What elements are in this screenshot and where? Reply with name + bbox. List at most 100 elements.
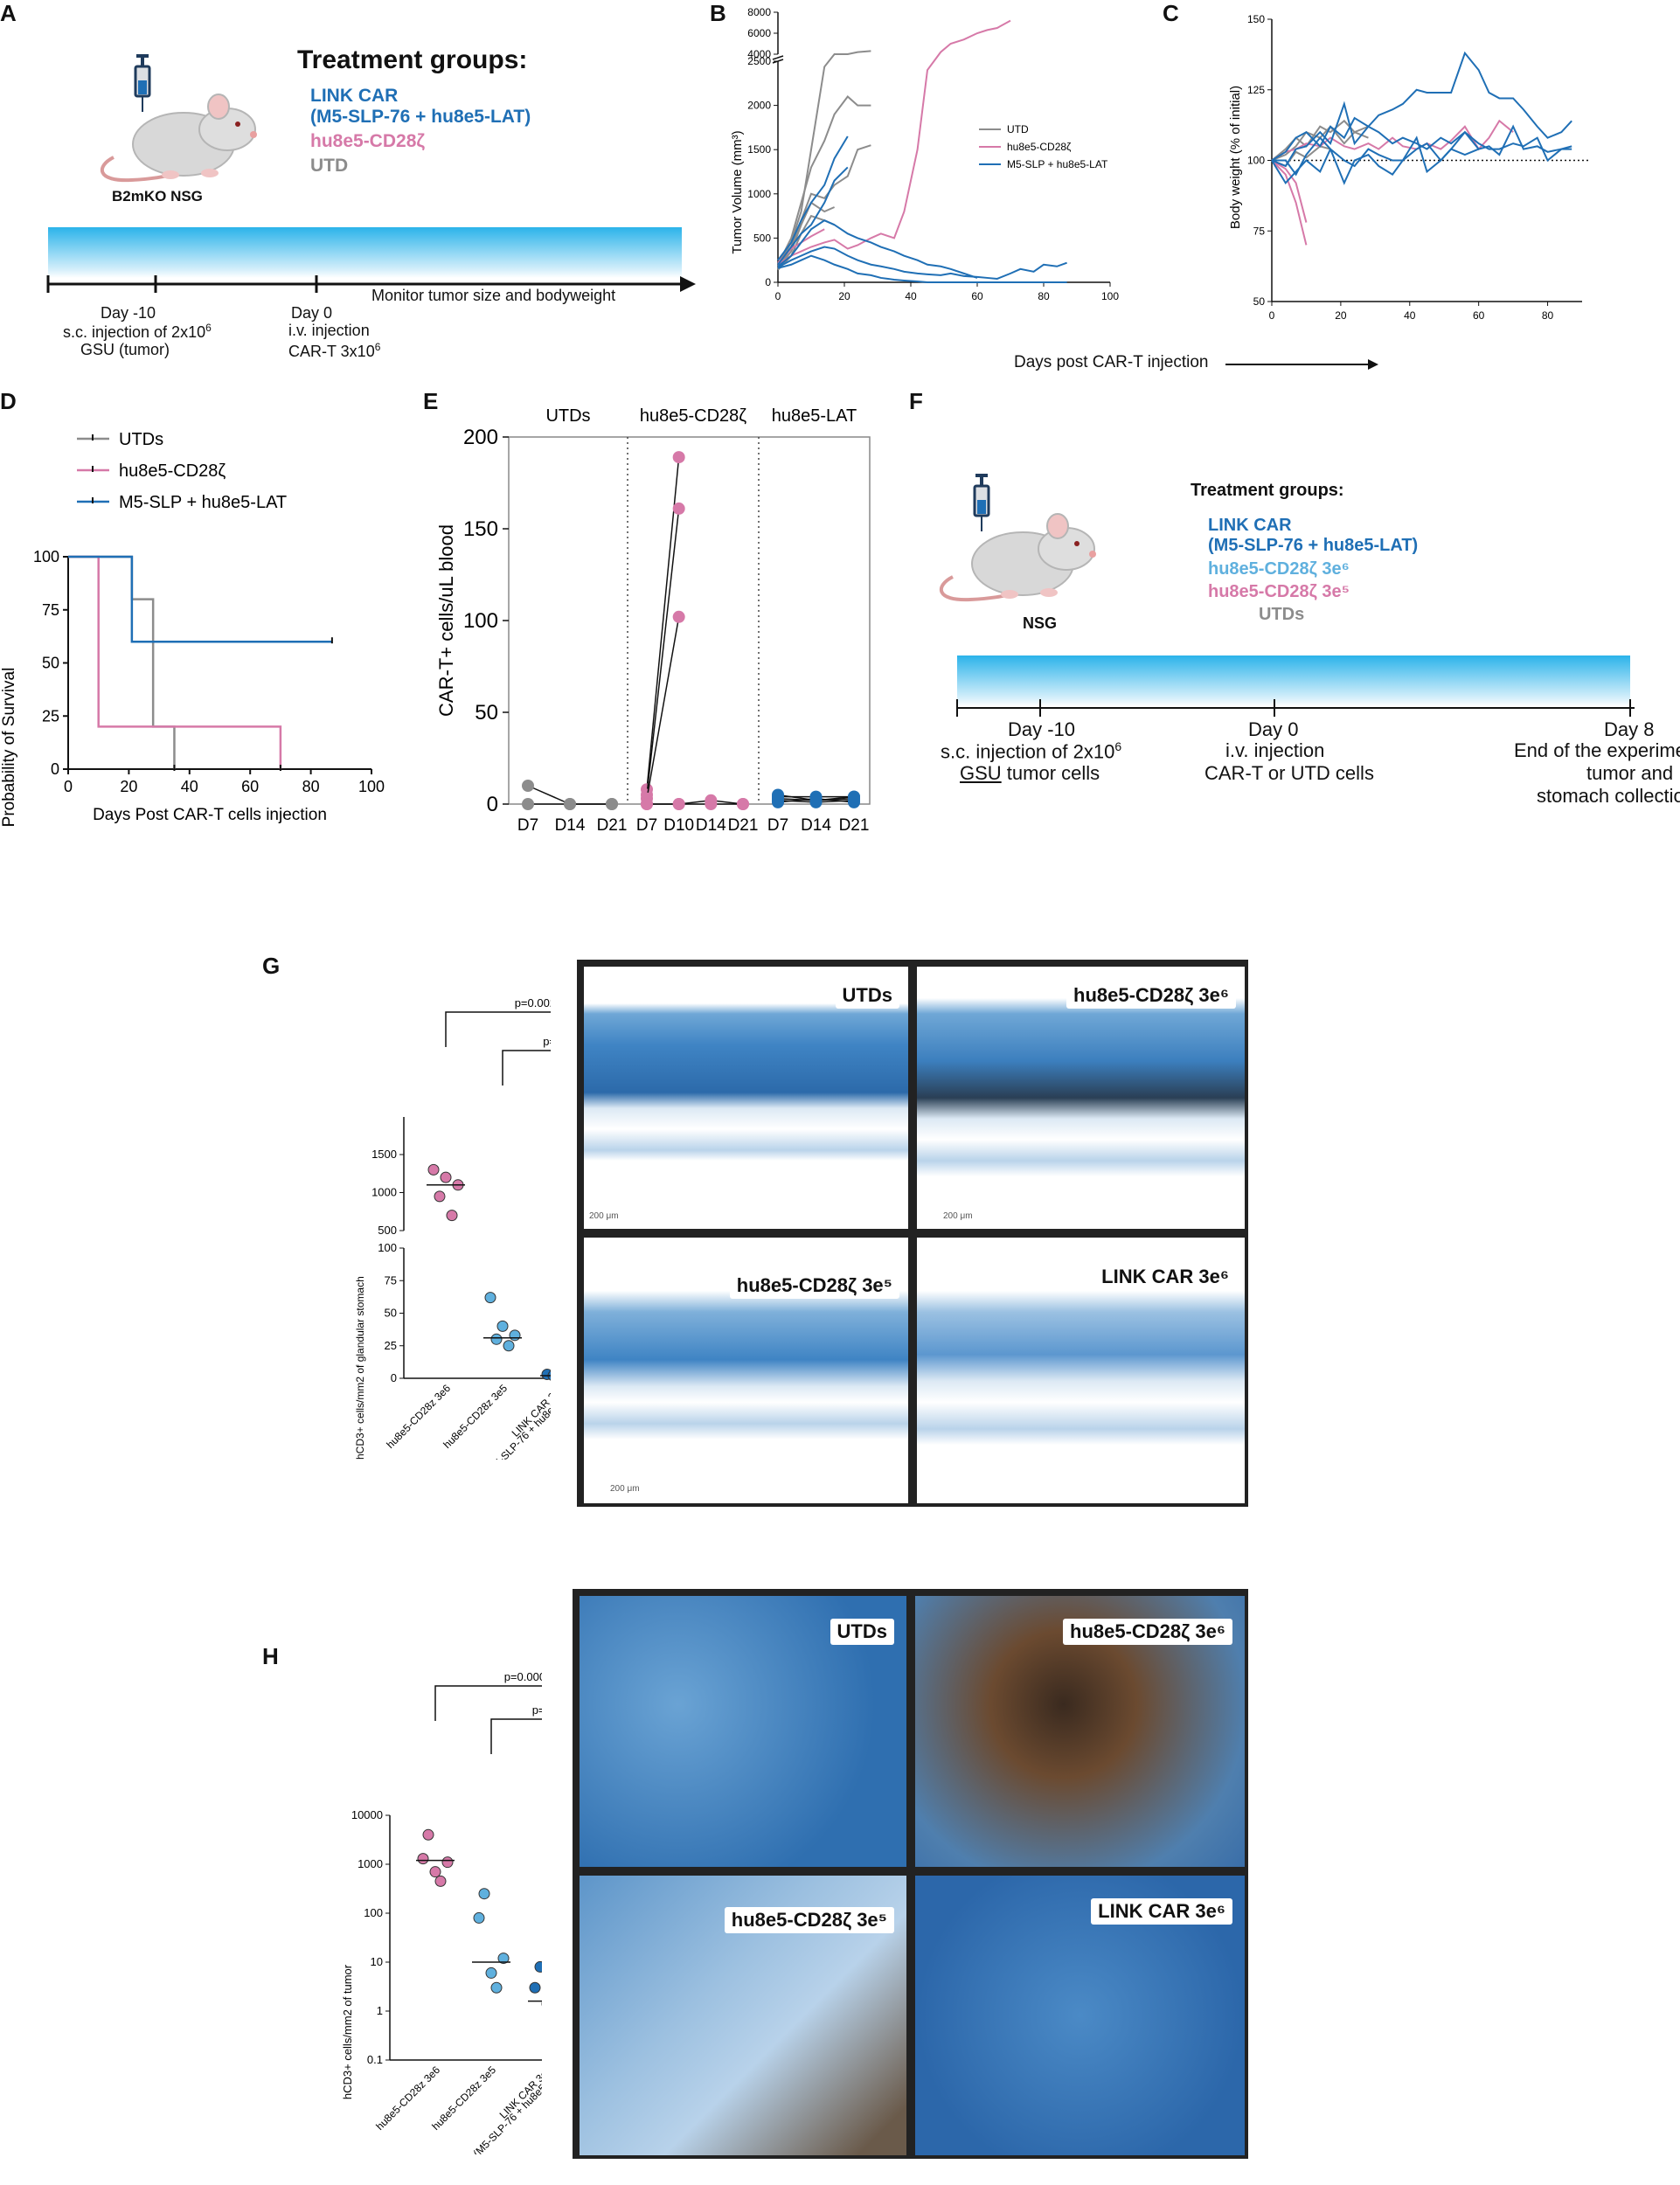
plot-frame	[508, 436, 871, 805]
y-tick-label: 1000	[747, 188, 771, 200]
y-tick-label: 4000	[747, 48, 771, 60]
group-header: M5-SLP +	[775, 402, 853, 405]
axis-break-mark	[772, 55, 784, 60]
series-line	[1272, 124, 1572, 185]
y-tick-label: 2000	[747, 100, 771, 112]
chart-b-ylabel: Tumor Volume (mm³)	[730, 130, 745, 253]
y-tick-label: 125	[1247, 84, 1265, 96]
mouse-icon	[100, 54, 257, 183]
stomach-image-link: LINK CAR 3e⁶	[915, 1236, 1246, 1505]
chart-e-ylabel: CAR-T+ cells/uL blood	[435, 524, 457, 717]
image-label-3e5: hu8e5-CD28ζ 3e⁵	[729, 1273, 899, 1299]
panel-h-images: UTDs hu8e5-CD28ζ 3e⁶ hu8e5-CD28ζ 3e⁵ LIN…	[573, 1589, 1248, 2159]
timeline-arrow	[46, 275, 696, 293]
x-tick-label: 40	[905, 290, 917, 302]
data-point	[446, 1210, 458, 1222]
series-line	[1271, 119, 1514, 162]
scale-bar: 200 μm	[589, 1211, 619, 1221]
f-step1-cells: GSU tumor cells	[960, 762, 1100, 784]
chart-d-ylabel: Probability of Survival	[0, 668, 18, 828]
x-tick-label: 0	[64, 778, 73, 795]
subject-line	[646, 457, 680, 790]
stomach-image-utds: UTDs 200 μm	[582, 965, 910, 1231]
group-utd-f: UTDs	[1259, 605, 1305, 624]
x-tick-label: 80	[302, 778, 320, 795]
tumor-image-3e6: hu8e5-CD28ζ 3e⁶	[913, 1594, 1246, 1869]
survival-line	[68, 555, 332, 643]
y-tick-label: 2500	[747, 55, 771, 67]
y-tick-label: 100	[1247, 155, 1265, 167]
x-tick-label: 0	[775, 290, 781, 302]
chart-e: CAR-T+ cells/uL blood 0 50 100 150 200 UTDs D7…	[435, 402, 871, 835]
panel-g-images: UTDs 200 μm hu8e5-CD28ζ 3e⁶ 200 μm hu8e5…	[577, 960, 1248, 1507]
series-line	[777, 135, 849, 261]
x-tick-label: D21	[839, 816, 870, 835]
panel-label-h: H	[262, 1643, 279, 1669]
mouse-strain-label-f: NSG	[1023, 614, 1058, 632]
panel-label-f: F	[909, 388, 923, 414]
data-point	[490, 1981, 503, 1994]
series-line	[1271, 159, 1308, 246]
step1-day: Day -10	[101, 304, 156, 322]
tumor-image-utds: UTDs	[578, 1594, 908, 1869]
panel-a: B2mKO NSG Treatment groups: LINK CAR (M5…	[0, 26, 699, 360]
p-value-label: p=0.0418	[532, 1703, 542, 1717]
chart-c: Body weight (% of initial) 50 75 100 125 150…	[1228, 13, 1591, 322]
series-line	[777, 166, 849, 266]
scale-bar: 200 μm	[610, 1484, 640, 1494]
y-tick-label: 0	[391, 1371, 397, 1384]
y-tick-label: 500	[378, 1224, 397, 1237]
image-label-3e6: hu8e5-CD28ζ 3e⁶	[1066, 982, 1236, 1009]
tumor-image-link: LINK CAR 3e⁶	[913, 1874, 1246, 2157]
x-tick-label: 80	[1038, 290, 1050, 302]
group-header: UTDs	[545, 406, 590, 426]
legend-label: M5-SLP + hu8e5-LAT	[1007, 158, 1108, 170]
x-tick-label: D7	[767, 816, 788, 835]
shared-x-label: Days post CAR-T injection	[1014, 353, 1209, 371]
step2-text: i.v. injection	[288, 322, 370, 339]
y-tick-label: 1000	[358, 1857, 383, 1870]
legend-label: UTD	[1007, 123, 1029, 135]
image-label-link: LINK CAR 3e⁶	[1094, 1264, 1236, 1290]
chart-h: hCD3+ cells/mm2 of tumor 0.1 1 10 100 1000 10…	[341, 1670, 542, 2154]
shared-x-arrow	[1225, 359, 1378, 370]
series-line	[777, 254, 1067, 283]
tumor-label-3e5: hu8e5-CD28ζ 3e⁵	[724, 1907, 894, 1933]
tumor-label-utds: UTDs	[830, 1619, 894, 1645]
data-point	[672, 610, 685, 623]
stomach-image-3e5: hu8e5-CD28ζ 3e⁵ 200 μm	[582, 1236, 910, 1505]
group-3e6-f: hu8e5-CD28ζ 3e⁶	[1208, 559, 1350, 579]
mouse-icon-f	[939, 474, 1096, 602]
series-line	[777, 219, 978, 279]
y-tick-label: 10000	[351, 1808, 383, 1821]
timeline-gradient-f	[957, 656, 1630, 706]
group-link-car-f: LINK CAR	[1208, 516, 1292, 535]
panel-label-d: D	[0, 388, 17, 414]
tumor-label-link: LINK CAR 3e⁶	[1091, 1898, 1232, 1925]
y-tick-label: 500	[753, 232, 771, 244]
subject-line	[646, 508, 680, 795]
legend-label: M5-SLP + hu8e5-LAT	[119, 493, 287, 512]
chart-b: Tumor Volume (mm³) 050010001500200025004…	[730, 6, 1119, 302]
f-step3-text: End of the experiment	[1514, 739, 1680, 761]
data-point	[522, 798, 534, 810]
series-line	[777, 50, 871, 267]
treatment-groups-title-f: Treatment groups:	[1191, 481, 1344, 500]
group-link-car-detail: (M5-SLP-76 + hu8e5-LAT)	[310, 107, 531, 127]
survival-line	[68, 555, 176, 769]
data-point	[478, 1888, 490, 1900]
monitor-label: Monitor tumor size and bodyweight	[371, 287, 616, 304]
significance-bracket	[502, 1050, 551, 1086]
y-tick-label: 100	[463, 609, 498, 633]
x-tick-label: D14	[555, 816, 586, 835]
series-line	[1271, 51, 1572, 162]
x-tick-label: D7	[517, 816, 538, 835]
data-point	[434, 1875, 447, 1887]
x-tick-label: 0	[1269, 309, 1275, 322]
panel-label-g: G	[262, 953, 281, 979]
group-cd28: hu8e5-CD28ζ	[310, 131, 426, 151]
series-line	[777, 95, 871, 266]
x-tick-label: 100	[1101, 290, 1119, 302]
series-line	[777, 19, 1011, 266]
y-tick-label: 100	[378, 1241, 397, 1254]
